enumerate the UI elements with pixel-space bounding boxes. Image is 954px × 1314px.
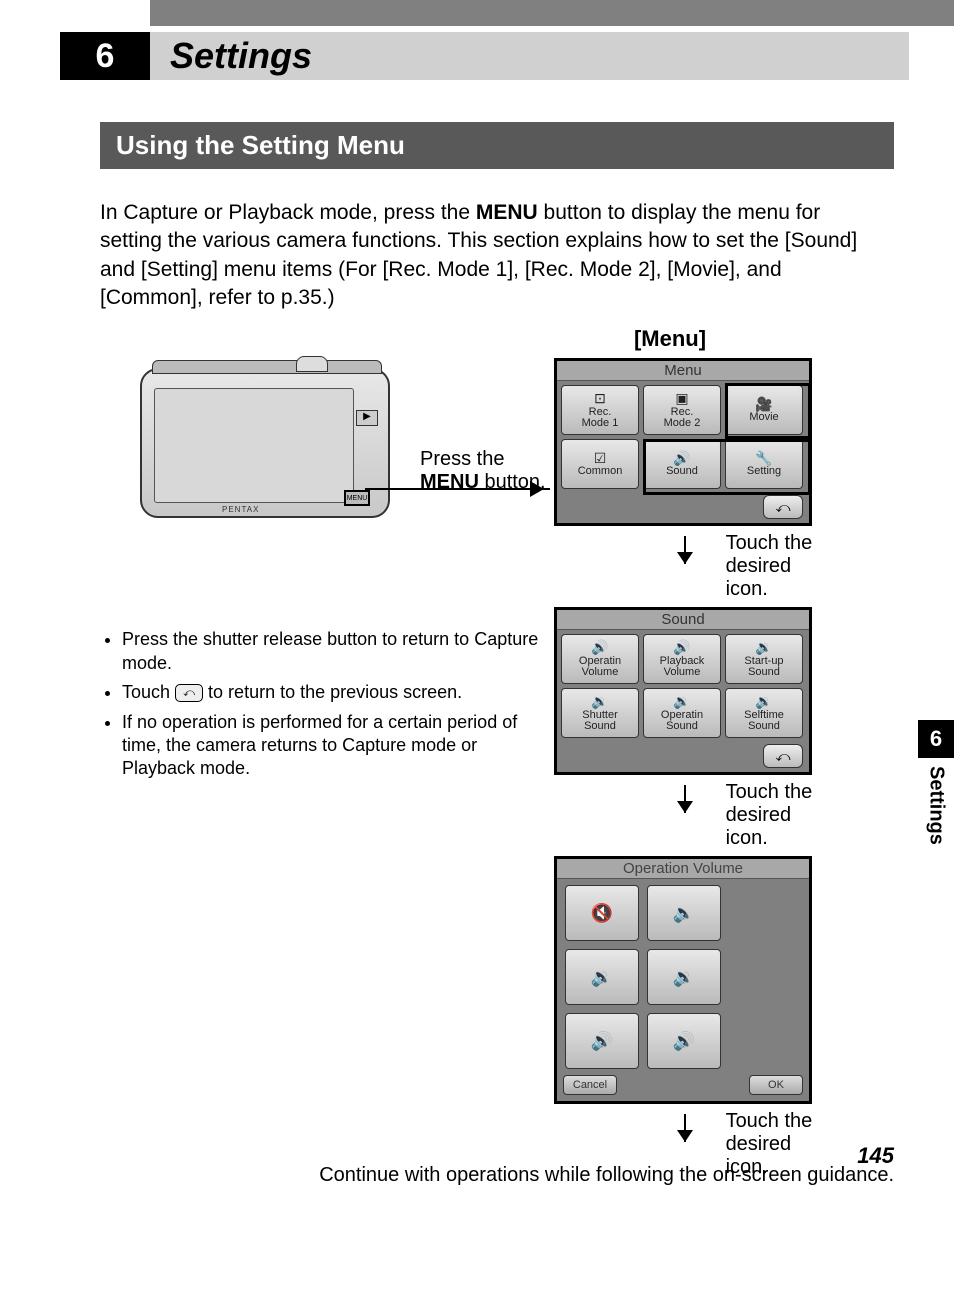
volume-level-button[interactable]: 🔉 bbox=[647, 949, 721, 1005]
sound-screen: Sound 🔊OperatinVolume🔊PlaybackVolume🔉Sta… bbox=[554, 607, 812, 775]
down-arrow-1 bbox=[684, 536, 686, 564]
menu-item-icon: 🔧 bbox=[755, 451, 772, 466]
menu-item-label: Sound bbox=[666, 466, 698, 478]
return-icon: ⤺ bbox=[175, 684, 203, 702]
side-tab-text: Settings bbox=[925, 758, 948, 845]
menu-item-icon: 🔉 bbox=[755, 694, 772, 709]
touch-label-3: Touch the desired icon. bbox=[726, 1110, 814, 1179]
camera-illustration: ▶ MENU PENTAX bbox=[140, 368, 400, 538]
menu-item-button[interactable]: 🔊Sound bbox=[643, 439, 721, 489]
menu-item-label: Rec.Mode 1 bbox=[582, 407, 619, 430]
menu-item-label: PlaybackVolume bbox=[660, 656, 705, 679]
bullet-3: If no operation is performed for a certa… bbox=[122, 711, 540, 781]
menu-item-icon: 🎥 bbox=[755, 397, 772, 412]
volume-level-button[interactable]: 🔊 bbox=[647, 1013, 721, 1069]
cancel-button[interactable]: Cancel bbox=[563, 1075, 617, 1095]
camera-play-icon: ▶ bbox=[356, 410, 378, 426]
notes-list: Press the shutter release button to retu… bbox=[100, 628, 540, 786]
touch-label-1: Touch the desired icon. bbox=[726, 532, 814, 601]
menu-item-label: ShutterSound bbox=[582, 710, 617, 733]
menu-item-label: SelftimeSound bbox=[744, 710, 784, 733]
menu-item-button[interactable]: 🔉SelftimeSound bbox=[725, 688, 803, 738]
touch-line1-b: Touch the bbox=[726, 781, 813, 803]
menu-item-label: Rec.Mode 2 bbox=[664, 407, 701, 430]
camera-menu-button: MENU bbox=[344, 490, 370, 506]
ok-button[interactable]: OK bbox=[749, 1075, 803, 1095]
menu-item-button[interactable]: ⊡Rec.Mode 1 bbox=[561, 385, 639, 435]
chapter-header: 6 Settings bbox=[0, 32, 954, 80]
volume-level-button[interactable]: 🔇 bbox=[565, 885, 639, 941]
menu-item-label: Start-upSound bbox=[744, 656, 783, 679]
touch-line1-c: Touch the bbox=[726, 1110, 813, 1132]
chapter-number: 6 bbox=[60, 32, 150, 80]
bullet-1: Press the shutter release button to retu… bbox=[122, 628, 540, 675]
menu-item-label: Movie bbox=[749, 412, 778, 424]
page-number: 145 bbox=[857, 1143, 894, 1169]
menu-item-button[interactable]: 🔉ShutterSound bbox=[561, 688, 639, 738]
menu-item-button[interactable]: 🎥Movie bbox=[725, 385, 803, 435]
press-line1: Press the bbox=[420, 448, 504, 470]
menu-item-button[interactable]: 🔊OperatinVolume bbox=[561, 634, 639, 684]
menu-item-label: Common bbox=[578, 466, 623, 478]
menu-item-icon: 🔉 bbox=[755, 640, 772, 655]
menu-item-icon: ▣ bbox=[675, 391, 688, 406]
menu-item-button[interactable]: 🔉Start-upSound bbox=[725, 634, 803, 684]
camera-brand: PENTAX bbox=[222, 505, 259, 514]
volume-level-button[interactable]: 🔉 bbox=[565, 949, 639, 1005]
menu-item-button[interactable]: 🔉OperatinSound bbox=[643, 688, 721, 738]
volume-screen-title: Operation Volume bbox=[557, 859, 809, 879]
back-button-2[interactable]: ⤺ bbox=[763, 744, 803, 768]
menu-item-icon: 🔊 bbox=[673, 451, 690, 466]
bullet-2a: Touch bbox=[122, 682, 175, 702]
section-header: Using the Setting Menu bbox=[100, 122, 894, 169]
menu-bracket-label: [Menu] bbox=[540, 326, 800, 352]
side-tab-num: 6 bbox=[918, 720, 954, 758]
menu-item-button[interactable]: 🔧Setting bbox=[725, 439, 803, 489]
intro-menu-word: MENU bbox=[476, 201, 538, 224]
menu-item-button[interactable]: 🔊PlaybackVolume bbox=[643, 634, 721, 684]
intro-text: In Capture or Playback mode, press the M… bbox=[100, 199, 884, 312]
menu-item-label: Setting bbox=[747, 466, 781, 478]
menu-item-label: OperatinSound bbox=[661, 710, 703, 733]
menu-item-icon: 🔊 bbox=[591, 640, 608, 655]
volume-level-button[interactable]: 🔊 bbox=[565, 1013, 639, 1069]
menu-item-icon: 🔊 bbox=[673, 640, 690, 655]
top-bar bbox=[150, 0, 954, 26]
volume-screen: Operation Volume 🔇🔈🔉🔉🔊🔊 Cancel OK bbox=[554, 856, 812, 1104]
menu-item-button[interactable]: ☑Common bbox=[561, 439, 639, 489]
menu-item-icon: 🔉 bbox=[673, 694, 690, 709]
back-button[interactable]: ⤺ bbox=[763, 495, 803, 519]
menu-item-icon: ⊡ bbox=[594, 391, 606, 406]
menu-screen: Menu ⊡Rec.Mode 1▣Rec.Mode 2🎥Movie☑Common… bbox=[554, 358, 812, 526]
side-tab: 6 Settings bbox=[918, 720, 954, 845]
menu-screen-title: Menu bbox=[557, 361, 809, 381]
touch-line2-c: desired icon. bbox=[726, 1133, 792, 1178]
menu-item-label: OperatinVolume bbox=[579, 656, 621, 679]
arrow-right bbox=[365, 488, 550, 490]
intro-part1: In Capture or Playback mode, press the bbox=[100, 201, 476, 224]
touch-line2-b: desired icon. bbox=[726, 804, 792, 849]
down-arrow-2 bbox=[684, 785, 686, 813]
volume-level-button[interactable]: 🔈 bbox=[647, 885, 721, 941]
bullet-2: Touch ⤺ to return to the previous screen… bbox=[122, 681, 540, 704]
menu-item-icon: 🔉 bbox=[591, 694, 608, 709]
down-arrow-3 bbox=[684, 1114, 686, 1142]
touch-line1-a: Touch the bbox=[726, 532, 813, 554]
bullet-2b: to return to the previous screen. bbox=[203, 682, 462, 702]
menu-item-button[interactable]: ▣Rec.Mode 2 bbox=[643, 385, 721, 435]
chapter-title: Settings bbox=[150, 32, 909, 80]
menu-item-icon: ☑ bbox=[594, 451, 607, 466]
sound-screen-title: Sound bbox=[557, 610, 809, 630]
touch-label-2: Touch the desired icon. bbox=[726, 781, 814, 850]
touch-line2-a: desired icon. bbox=[726, 555, 792, 600]
